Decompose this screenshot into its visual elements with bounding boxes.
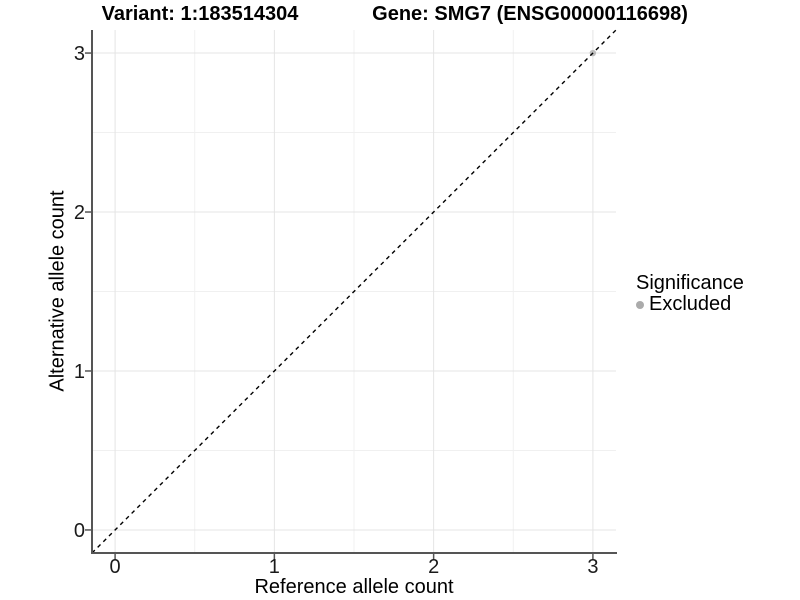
x-tick-label: 2 bbox=[428, 556, 439, 578]
plot-title-variant: Variant: 1:183514304 bbox=[101, 3, 299, 25]
y-tick-label: 2 bbox=[74, 202, 85, 224]
legend-point-icon bbox=[636, 300, 644, 309]
x-tick-label: 0 bbox=[110, 556, 121, 578]
identity-line bbox=[91, 29, 617, 554]
y-axis-title: Alternative allele count bbox=[46, 190, 69, 392]
legend: Significance Excluded bbox=[628, 273, 744, 315]
legend-item-excluded: Excluded bbox=[628, 294, 744, 315]
y-tick-label: 1 bbox=[74, 361, 85, 383]
x-tick-label: 1 bbox=[269, 556, 280, 578]
y-tick-label: 0 bbox=[74, 520, 85, 542]
x-tick-label: 3 bbox=[587, 556, 598, 578]
x-axis-title: Reference allele count bbox=[254, 576, 454, 598]
legend-item-label: Excluded bbox=[649, 293, 732, 315]
plot-title-gene: Gene: SMG7 (ENSG00000116698) bbox=[372, 3, 688, 25]
y-tick-label: 3 bbox=[74, 43, 85, 65]
legend-title: Significance bbox=[636, 272, 744, 294]
